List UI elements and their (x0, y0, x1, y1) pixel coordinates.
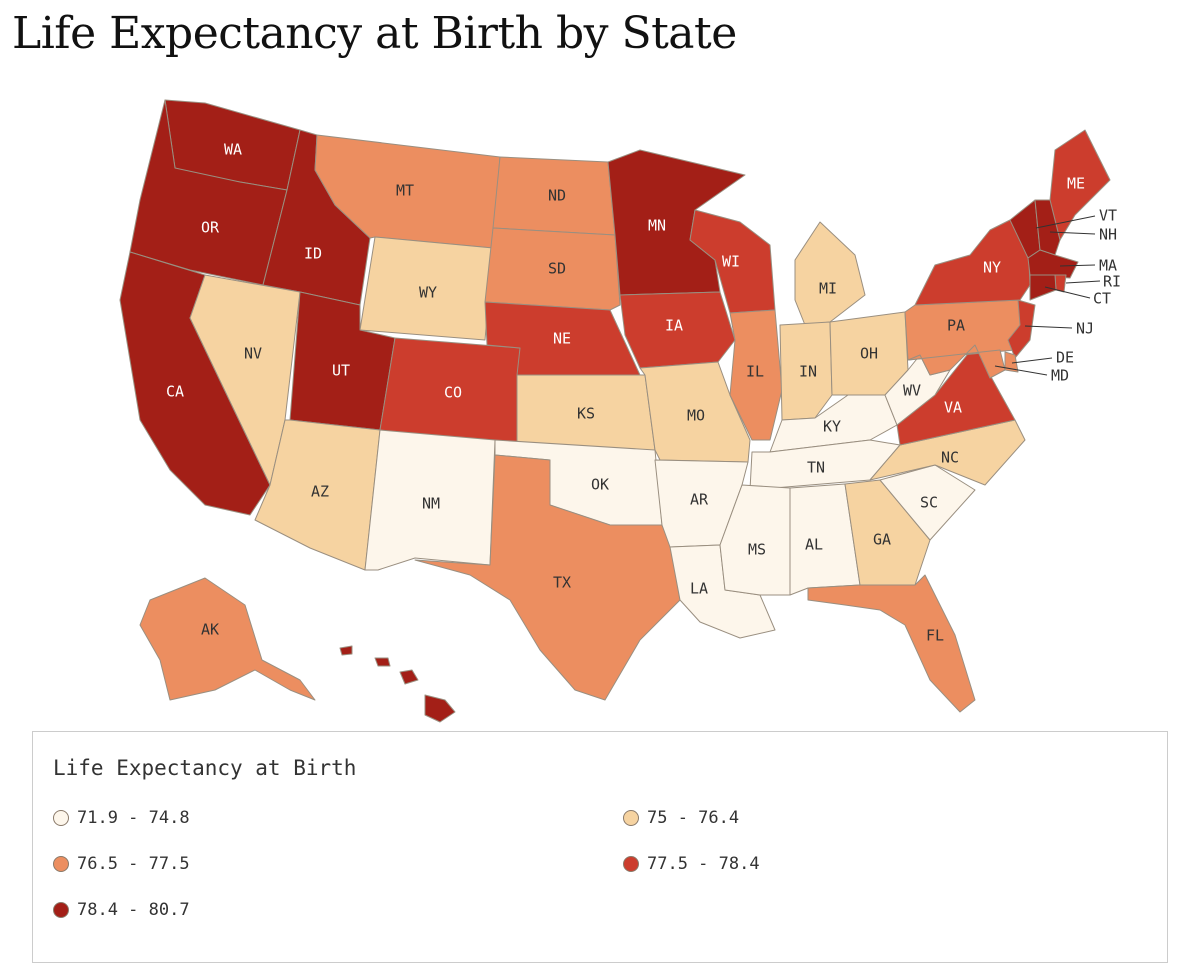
state-pa[interactable] (904, 299, 1031, 361)
state-nh[interactable] (1034, 199, 1061, 256)
legend-swatch-icon (623, 856, 639, 872)
state-label-de: DE (1056, 349, 1074, 367)
state-hi-kauai[interactable] (339, 645, 353, 656)
state-label-ky: KY (823, 418, 841, 436)
state-label-wa: WA (224, 141, 242, 159)
state-label-oh: OH (860, 345, 878, 363)
state-label-ia: IA (665, 317, 683, 335)
state-md[interactable] (907, 344, 1006, 379)
legend-item: 78.4 - 80.7 (53, 900, 190, 920)
state-sd[interactable] (484, 227, 621, 311)
state-label-nd: ND (548, 187, 566, 205)
legend-label: 77.5 - 78.4 (647, 854, 760, 874)
state-label-tn: TN (807, 459, 825, 477)
state-hi-maui[interactable] (399, 669, 419, 685)
legend-title: Life Expectancy at Birth (53, 756, 357, 780)
state-ct[interactable] (1029, 274, 1057, 301)
state-il[interactable] (729, 309, 783, 441)
state-label-sc: SC (920, 494, 938, 512)
state-fl[interactable] (807, 574, 976, 713)
state-label-nh: NH (1099, 226, 1117, 244)
state-label-la: LA (690, 580, 708, 598)
legend-item: 71.9 - 74.8 (53, 808, 190, 828)
state-label-id: ID (304, 245, 322, 263)
state-ak[interactable] (139, 577, 316, 701)
state-label-wi: WI (722, 253, 740, 271)
state-ga[interactable] (844, 479, 931, 586)
state-label-or: OR (201, 219, 220, 237)
state-label-nm: NM (422, 495, 440, 513)
small-state-leader-lines (994, 215, 1101, 376)
legend-swatch-icon (623, 810, 639, 826)
state-label-ga: GA (873, 531, 891, 549)
state-label-il: IL (746, 363, 764, 381)
state-label-fl: FL (926, 627, 944, 645)
state-label-ct: CT (1093, 290, 1111, 308)
legend-label: 71.9 - 74.8 (77, 808, 190, 828)
state-label-wy: WY (419, 284, 437, 302)
state-label-sd: SD (548, 260, 566, 278)
state-label-vt: VT (1099, 207, 1117, 225)
state-label-ut: UT (332, 362, 350, 380)
state-label-md: MD (1051, 367, 1069, 385)
state-label-nc: NC (941, 449, 959, 467)
legend-item: 76.5 - 77.5 (53, 854, 190, 874)
state-label-mo: MO (687, 407, 705, 425)
state-label-me: ME (1067, 175, 1085, 193)
state-label-mi: MI (819, 280, 837, 298)
state-label-ks: KS (577, 405, 595, 423)
state-tx[interactable] (414, 454, 681, 701)
state-hi[interactable] (424, 694, 456, 723)
state-hi-oahu[interactable] (374, 657, 391, 667)
state-de[interactable] (1004, 351, 1019, 373)
legend-label: 76.5 - 77.5 (77, 854, 190, 874)
map-title: Life Expectancy at Birth by State (12, 8, 737, 59)
state-label-ne: NE (553, 330, 571, 348)
state-label-mn: MN (648, 217, 666, 235)
state-label-ny: NY (983, 259, 1001, 277)
state-label-in: IN (799, 363, 817, 381)
state-label-al: AL (805, 536, 823, 554)
legend: Life Expectancy at Birth 71.9 - 74.8 75 … (32, 731, 1168, 963)
state-label-mt: MT (396, 182, 414, 200)
state-label-ok: OK (591, 476, 609, 494)
legend-item: 77.5 - 78.4 (623, 854, 760, 874)
state-wy[interactable] (359, 236, 494, 341)
state-label-az: AZ (311, 483, 329, 501)
state-label-ar: AR (690, 491, 709, 509)
legend-item: 75 - 76.4 (623, 808, 739, 828)
state-label-ak: AK (201, 621, 219, 639)
state-ma[interactable] (1027, 249, 1079, 279)
state-label-va: VA (944, 399, 962, 417)
us-choropleth-map: WA OR CA ID NV MT WY UT AZ CO NM ND SD NE KS OK TX MN IA MO… (119, 99, 1121, 723)
state-label-nv: NV (244, 345, 262, 363)
legend-swatch-icon (53, 856, 69, 872)
state-label-ma: MA (1099, 257, 1117, 275)
legend-label: 75 - 76.4 (647, 808, 740, 828)
state-label-wv: WV (903, 382, 921, 400)
state-label-pa: PA (947, 317, 965, 335)
state-label-ms: MS (748, 541, 766, 559)
legend-swatch-icon (53, 902, 69, 918)
state-label-nj: NJ (1076, 320, 1094, 338)
state-label-ca: CA (166, 383, 184, 401)
state-label-tx: TX (553, 574, 571, 592)
state-label-ri: RI (1103, 273, 1121, 291)
state-label-co: CO (444, 384, 462, 402)
state-ny[interactable] (914, 219, 1031, 306)
legend-label: 78.4 - 80.7 (77, 900, 190, 920)
state-sc[interactable] (879, 464, 976, 541)
legend-swatch-icon (53, 810, 69, 826)
state-mi[interactable] (794, 221, 866, 326)
state-in[interactable] (779, 321, 833, 421)
